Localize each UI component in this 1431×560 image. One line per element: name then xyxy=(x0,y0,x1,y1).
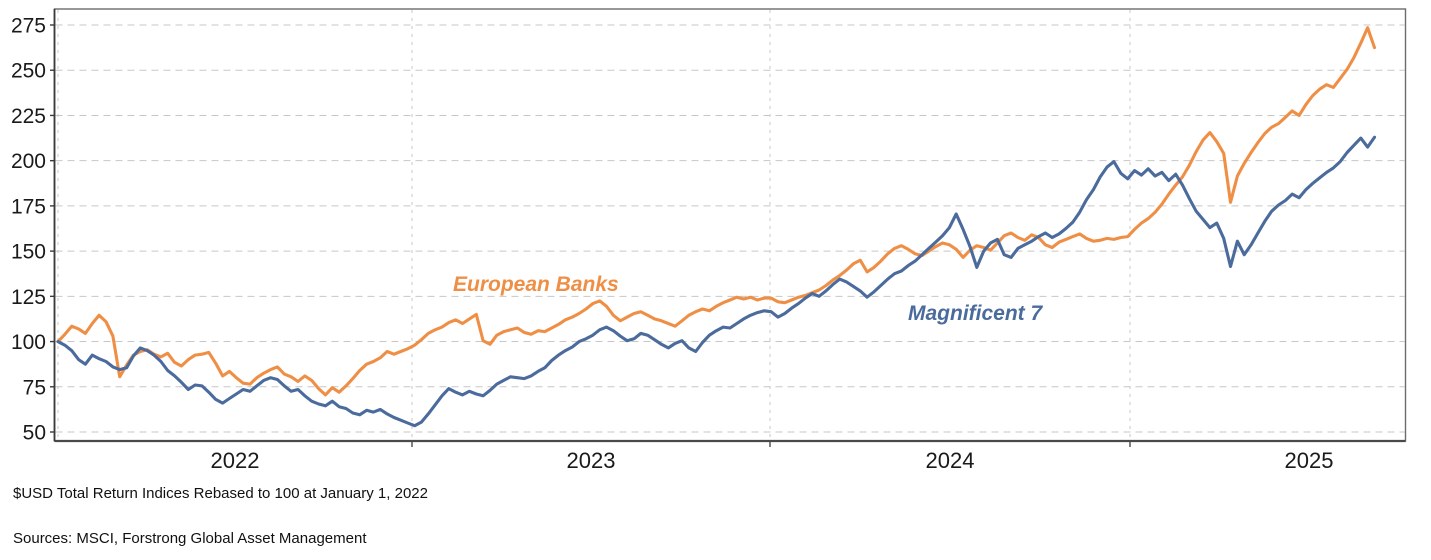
series-lines xyxy=(56,26,1377,428)
axis-ticks xyxy=(50,24,1131,447)
x-tick-label: 2023 xyxy=(567,448,616,473)
series-label-magnificent-7: Magnificent 7 xyxy=(908,302,1044,325)
y-tick-label: 100 xyxy=(11,331,46,354)
y-tick-label: 125 xyxy=(11,286,46,309)
y-tick-label: 250 xyxy=(11,60,46,83)
y-axis-labels: 275 250 225 200 175 150 125 100 75 50 xyxy=(11,15,46,445)
plot-frame xyxy=(53,8,1407,443)
sources-note: Sources: MSCI, Forstrong Global Asset Ma… xyxy=(13,530,367,547)
y-tick-label: 225 xyxy=(11,105,46,128)
x-tick-label: 2022 xyxy=(211,448,260,473)
series-label-european-banks: European Banks xyxy=(453,273,619,296)
y-tick-label: 50 xyxy=(23,422,46,445)
x-axis-labels: 2022 2023 2024 2025 xyxy=(211,448,1334,473)
x-tick-label: 2025 xyxy=(1285,448,1334,473)
y-tick-label: 200 xyxy=(11,150,46,173)
y-tick-label: 175 xyxy=(11,195,46,218)
y-tick-label: 75 xyxy=(23,376,46,399)
y-tick-label: 150 xyxy=(11,241,46,264)
line-european-banks xyxy=(56,26,1377,397)
gridlines xyxy=(55,10,1405,440)
y-tick-label: 275 xyxy=(11,15,46,38)
rebase-note: $USD Total Return Indices Rebased to 100… xyxy=(13,485,428,502)
x-tick-label: 2024 xyxy=(926,448,975,473)
line-magnificent-7 xyxy=(56,135,1377,428)
